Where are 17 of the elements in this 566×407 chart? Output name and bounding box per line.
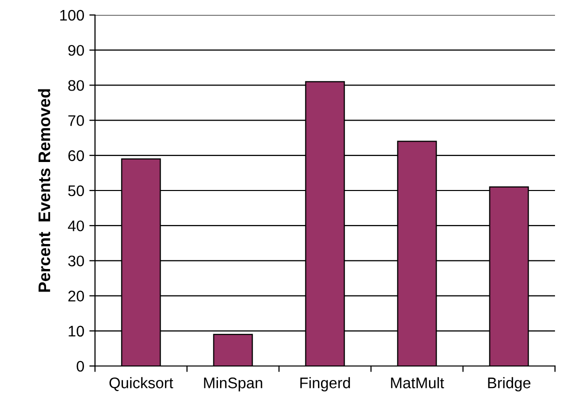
x-tick-label: Quicksort <box>109 377 174 392</box>
y-tick-label: 10 <box>68 326 84 337</box>
y-tick-label: 70 <box>68 115 84 126</box>
x-tick-label: Bridge <box>488 377 530 392</box>
y-tick-label: 50 <box>68 185 84 196</box>
x-tick-label: MinSpan <box>204 377 262 392</box>
y-tick-label: 90 <box>68 44 84 56</box>
x-tick-label: MatMult <box>391 377 444 388</box>
x-tick-label: Fingerd <box>300 377 350 392</box>
y-tick-label: 100 <box>60 10 84 21</box>
y-axis-title: Percent Events Removed <box>38 89 50 292</box>
y-tick-label: 20 <box>68 290 84 302</box>
y-tick-label: 0 <box>76 360 84 372</box>
y-tick-label: 60 <box>68 150 84 162</box>
y-tick-label: 30 <box>68 256 84 266</box>
y-tick-label: 80 <box>68 80 84 91</box>
y-tick-label: 40 <box>68 220 84 232</box>
